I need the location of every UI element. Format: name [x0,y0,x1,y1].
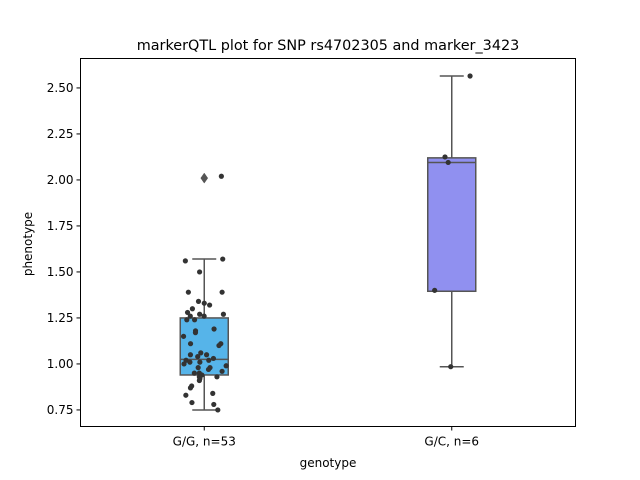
data-point [187,352,194,358]
plot-area [179,73,477,413]
data-point [219,289,225,295]
data-point [442,154,448,160]
box-group [427,73,477,370]
y-tick-label: 0.75 [47,403,74,417]
chart-title: markerQTL plot for SNP rs4702305 and mar… [137,38,520,54]
data-point [189,306,196,312]
y-axis: 0.75 1.00 1.25 1.50 1.75 2.00 2.25 2.50 [47,81,81,417]
data-point [181,361,187,367]
data-point [195,365,201,371]
data-point [432,287,438,293]
data-point [197,359,203,365]
data-point [448,364,454,370]
y-tick-label: 2.00 [47,173,74,187]
data-point [195,298,202,304]
x-tick-label: G/C, n=6 [424,435,479,449]
x-axis-label: genotype [300,456,357,470]
data-point [187,385,194,391]
x-axis: G/G, n=53 G/C, n=6 [173,426,479,449]
x-tick-label: G/G, n=53 [173,435,236,449]
box-group [179,172,229,413]
data-point [445,159,451,166]
data-point [192,330,199,336]
data-point [215,407,221,413]
y-tick-label: 1.50 [47,265,74,279]
data-point [467,73,473,79]
data-point [196,269,203,275]
data-point [182,258,188,264]
data-point [218,173,224,179]
data-point [219,368,225,374]
data-point [210,390,216,396]
y-tick-label: 2.50 [47,81,74,95]
data-point [216,342,222,349]
plot-frame [80,58,576,427]
data-point [205,366,212,373]
data-point [211,326,217,332]
data-point [184,309,191,316]
data-point [206,357,212,363]
data-point [196,377,202,384]
data-point [201,313,207,319]
data-point [201,300,207,306]
data-point [187,341,194,347]
y-tick-label: 2.25 [47,127,74,141]
data-point [185,289,191,295]
y-tick-label: 1.25 [47,311,74,325]
data-point [187,359,193,365]
data-point [189,399,195,406]
y-tick-label: 1.00 [47,357,74,371]
data-point [191,370,197,376]
data-point [207,302,213,308]
data-point [211,401,217,408]
data-point [203,352,210,358]
outlier-marker [200,172,209,184]
data-point [191,317,198,323]
data-point [220,311,227,317]
data-point [220,256,226,262]
data-point [210,355,217,362]
data-point [223,363,229,369]
data-point [184,317,190,323]
data-point [214,374,220,380]
data-point [198,350,204,356]
box-iqr [427,157,477,293]
data-point [183,392,189,398]
y-tick-label: 1.75 [47,219,74,233]
data-point [187,313,193,319]
y-axis-label: phenotype [21,212,35,276]
data-point [180,333,187,339]
data-point [197,311,203,317]
data-point [195,353,201,360]
